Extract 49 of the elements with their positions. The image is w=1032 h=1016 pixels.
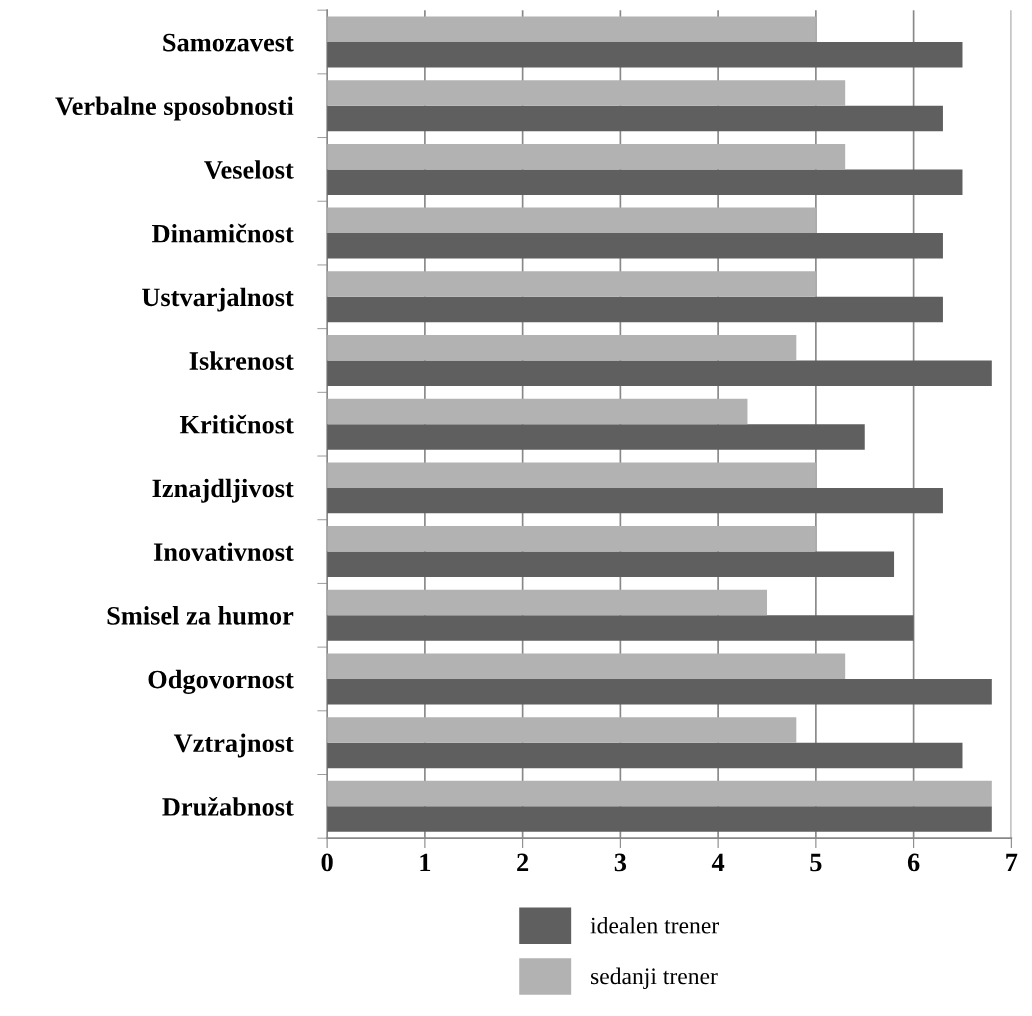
x-tick-label: 4 (711, 853, 725, 872)
y-tick-label: Inovativnost (153, 542, 294, 561)
legend-label: sedanji trener (591, 967, 718, 990)
x-tick-label: 3 (614, 853, 627, 872)
y-tick-label: Ustvarjalnost (142, 287, 294, 312)
bar (327, 487, 943, 514)
bar (327, 780, 992, 807)
x-tick-label: 7 (1006, 853, 1018, 872)
bar (327, 424, 865, 450)
legend-label: idealen trener (590, 916, 719, 934)
bar (327, 233, 943, 259)
bar (327, 806, 992, 832)
bar (327, 105, 943, 132)
bar (327, 653, 846, 679)
x-tick-label: 2 (517, 853, 529, 872)
bar (327, 80, 846, 106)
y-tick-label: Družabnost (162, 796, 294, 816)
y-tick-label: Iznajdljivost (152, 478, 294, 503)
bar (327, 296, 943, 323)
y-tick-label: Odgovornost (148, 669, 294, 694)
y-tick-label: Iskrenost (189, 351, 294, 370)
x-tick-label: 5 (810, 853, 822, 872)
y-tick-label: Smisel za humor (107, 606, 294, 625)
y-tick-label: Samozavest (163, 33, 294, 52)
bar (327, 360, 992, 386)
bar (327, 526, 816, 552)
y-tick-label: Veselost (204, 160, 294, 179)
y-tick-label: Vztrajnost (173, 733, 294, 758)
bar (327, 42, 963, 68)
bar (327, 678, 992, 705)
bar (327, 169, 963, 195)
bar (327, 462, 816, 488)
bar (327, 271, 816, 297)
bar (327, 335, 797, 361)
bar (327, 551, 895, 578)
y-tick-label: Dinamičnost (152, 223, 294, 243)
y-tick-label: Verbalne sposobnosti (55, 96, 294, 121)
bar (327, 615, 914, 641)
bar (327, 16, 816, 43)
bar (327, 398, 748, 425)
bar (327, 143, 846, 170)
bar (327, 717, 797, 743)
x-tick-label: 6 (907, 853, 920, 872)
bar (327, 742, 963, 769)
y-tick-label: Kritičnost (179, 414, 294, 434)
x-tick-label: 0 (321, 853, 333, 872)
bar (327, 207, 816, 234)
bar (327, 589, 767, 616)
x-tick-label: 1 (420, 853, 431, 872)
